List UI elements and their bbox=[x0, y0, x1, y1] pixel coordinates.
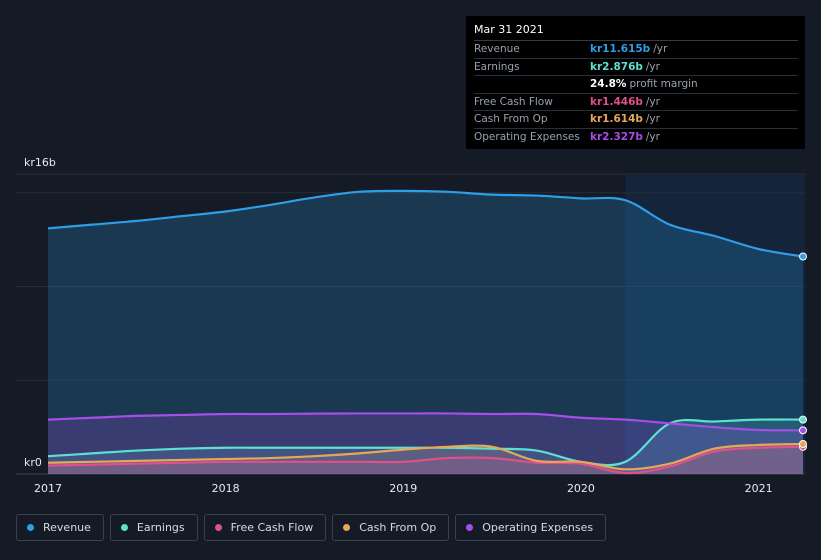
tooltip-row: Operating Expenses kr2.327b/yr bbox=[474, 129, 798, 146]
series-end-dots bbox=[799, 252, 807, 451]
tooltip-row-value: 24.8% bbox=[590, 78, 627, 91]
line-free-cash-flow bbox=[47, 445, 804, 475]
legend-label: Cash From Op bbox=[359, 521, 437, 534]
line-revenue bbox=[47, 189, 804, 258]
grid-lines bbox=[16, 173, 805, 475]
data-tooltip: Mar 31 2021 Revenue kr11.615b/yr Earnings k… bbox=[466, 16, 805, 149]
x-tick-label: 2018 bbox=[212, 482, 240, 495]
tooltip-row: Revenue kr11.615b/yr bbox=[474, 41, 798, 59]
tooltip-row: 24.8% profit margin bbox=[474, 76, 798, 94]
x-tick-label: 2020 bbox=[567, 482, 595, 495]
highlight-region bbox=[625, 174, 805, 474]
tooltip-rows: Revenue kr11.615b/yr Earnings kr2.876b/yr 24… bbox=[474, 41, 798, 145]
area-earnings bbox=[48, 419, 803, 474]
tooltip-row-value: kr11.615b bbox=[590, 43, 651, 56]
tooltip-row-value: kr2.876b bbox=[590, 60, 643, 73]
tooltip-row-label: Free Cash Flow bbox=[474, 95, 553, 108]
line-cash-from-op bbox=[47, 442, 804, 471]
end-dot-operating-expenses bbox=[799, 426, 807, 435]
legend-dot-icon bbox=[343, 524, 351, 531]
legend-label: Revenue bbox=[43, 521, 91, 534]
area-revenue bbox=[48, 190, 803, 474]
tooltip-row-value: kr1.614b bbox=[590, 113, 643, 126]
tooltip-row-unit: /yr bbox=[653, 43, 668, 56]
tooltip-row-label: Revenue bbox=[474, 43, 520, 56]
tooltip-row-label: Cash From Op bbox=[474, 113, 548, 126]
legend-dot-icon bbox=[27, 524, 34, 531]
series-areas bbox=[48, 190, 803, 474]
chart-legend: Revenue Earnings Free Cash Flow Cash From O… bbox=[16, 514, 607, 541]
legend-item-revenue[interactable]: Revenue bbox=[16, 514, 104, 541]
tooltip-row-label: Earnings bbox=[474, 60, 520, 73]
y-axis-bottom-label: kr0 bbox=[24, 456, 42, 469]
legend-dot-icon bbox=[466, 524, 474, 531]
tooltip-row: Cash From Op kr1.614b/yr bbox=[474, 111, 798, 129]
tooltip-row-label: Operating Expenses bbox=[474, 130, 580, 143]
x-tick-label: 2019 bbox=[389, 482, 417, 495]
line-operating-expenses bbox=[47, 412, 804, 432]
tooltip-row-unit: /yr bbox=[645, 95, 660, 108]
legend-item-operating-expenses[interactable]: Operating Expenses bbox=[455, 514, 607, 541]
legend-label: Free Cash Flow bbox=[230, 521, 314, 534]
tooltip-row-value: kr2.327b bbox=[590, 130, 643, 143]
x-tick-label: 2017 bbox=[34, 482, 62, 495]
tooltip-row-unit: /yr bbox=[645, 130, 660, 143]
y-axis-top-label: kr16b bbox=[24, 156, 56, 169]
legend-label: Operating Expenses bbox=[482, 521, 594, 534]
series-lines bbox=[47, 189, 804, 475]
legend-item-earnings[interactable]: Earnings bbox=[109, 514, 198, 541]
legend-item-cash-from-op[interactable]: Cash From Op bbox=[332, 514, 450, 541]
end-dot-revenue bbox=[799, 252, 807, 261]
tooltip-date: Mar 31 2021 bbox=[474, 23, 798, 41]
tooltip-row: Free Cash Flow kr1.446b/yr bbox=[474, 94, 798, 111]
legend-dot-icon bbox=[120, 524, 128, 531]
legend-label: Earnings bbox=[136, 521, 185, 534]
x-axis-ticks: 2017 2018 2019 2020 2021 bbox=[34, 482, 773, 495]
x-tick-label: 2021 bbox=[745, 482, 773, 495]
tooltip-row-unit: /yr bbox=[645, 60, 660, 73]
tooltip-row: Earnings kr2.876b/yr bbox=[474, 59, 798, 76]
tooltip-row-value: kr1.446b bbox=[590, 95, 643, 108]
legend-item-free-cash-flow[interactable]: Free Cash Flow bbox=[203, 514, 327, 541]
end-dot-cash-from-op bbox=[799, 440, 807, 448]
legend-dot-icon bbox=[214, 524, 222, 531]
tooltip-row-unit: profit margin bbox=[629, 78, 698, 91]
tooltip-row-unit: /yr bbox=[645, 113, 660, 126]
end-dot-earnings bbox=[799, 415, 807, 424]
